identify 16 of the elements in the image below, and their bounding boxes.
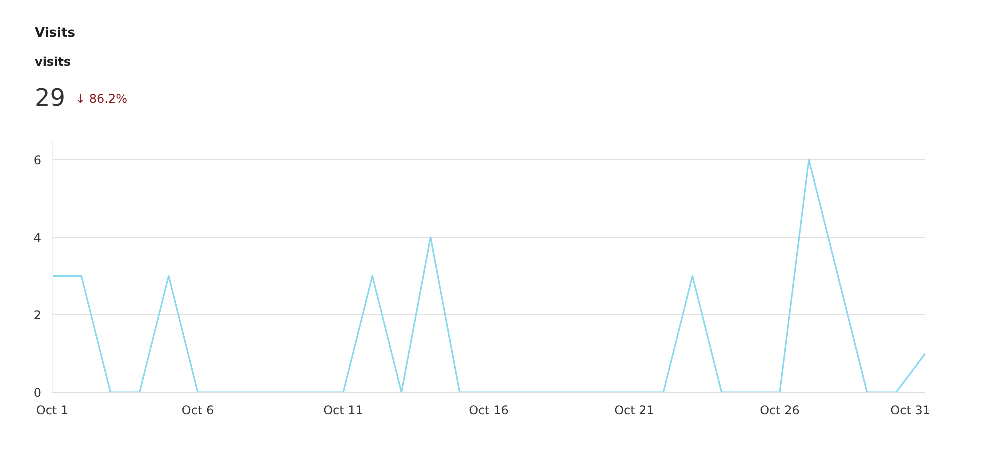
y-tick-label: 4 — [34, 230, 42, 245]
x-tick-label: Oct 6 — [182, 403, 214, 418]
x-tick-label: Oct 26 — [760, 403, 800, 418]
text: 29 — [35, 82, 66, 114]
x-tick-label: Oct 1 — [36, 403, 69, 418]
x-tick-label: Oct 11 — [324, 403, 364, 418]
x-tick-label: Oct 21 — [614, 403, 654, 418]
chart-subtitle: visits — [35, 54, 72, 71]
y-tick-label: 2 — [34, 308, 42, 322]
y-tick-label: 6 — [34, 153, 42, 168]
y-tick-label: 0 — [34, 386, 42, 400]
x-tick-label: Oct 16 — [469, 403, 509, 418]
chart-title: Visits — [35, 25, 76, 43]
text: ↓ 86.2% — [76, 90, 128, 108]
x-tick-label: Oct 31 — [890, 403, 931, 418]
line-series — [52, 159, 926, 392]
